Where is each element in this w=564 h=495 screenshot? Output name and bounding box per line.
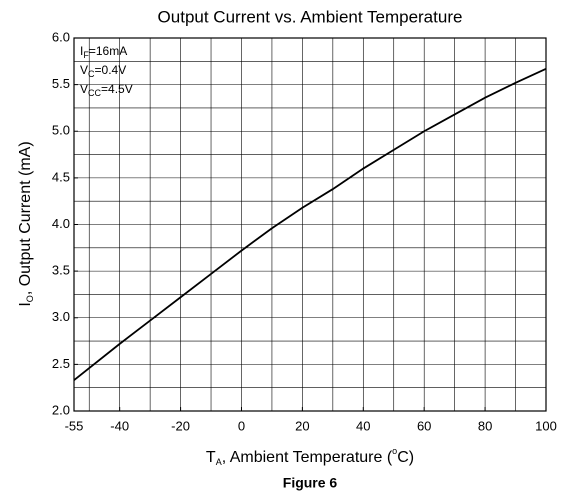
x-tick-label: 40	[356, 418, 370, 433]
x-tick-label: 80	[478, 418, 492, 433]
x-tick-label: -40	[110, 418, 129, 433]
y-tick-label: 5.5	[52, 76, 70, 91]
text-part: , Output Current (mA)	[17, 141, 34, 295]
x-tick-label: 20	[295, 418, 309, 433]
chart-title: Output Current vs. Ambient Temperature	[158, 7, 463, 26]
text-part: C)	[397, 449, 414, 466]
text-part: F	[83, 50, 89, 60]
text-part: =16mA	[89, 44, 127, 58]
x-tick-label: -55	[65, 418, 84, 433]
y-tick-label: 4.5	[52, 169, 70, 184]
line-series	[73, 67, 547, 381]
text-part: =0.4V	[95, 63, 127, 77]
y-tick-label: 4.0	[52, 216, 70, 231]
x-tick-label: 60	[417, 418, 431, 433]
text-part: T	[206, 449, 216, 466]
text-part: V	[80, 63, 88, 77]
caption: Figure 6	[283, 475, 338, 491]
text-part: I	[17, 302, 34, 306]
y-tick-label: 3.0	[52, 309, 70, 324]
text-part: CC	[88, 88, 101, 98]
text-part: C	[88, 69, 95, 79]
x-tick-label: -20	[171, 418, 190, 433]
annotation: IF=16mA	[80, 44, 127, 60]
text-part: I	[80, 44, 83, 58]
text-part: o	[392, 446, 397, 456]
annotation: VCC=4.5V	[80, 82, 133, 98]
y-axis-label: IO, Output Current (mA)	[17, 141, 35, 306]
x-tick-label: 100	[535, 418, 557, 433]
text-part: V	[80, 82, 88, 96]
text-part: O	[25, 295, 35, 302]
text-part: , Ambient Temperature (	[222, 449, 393, 466]
y-tick-label: 3.5	[52, 263, 70, 278]
y-tick-label: 2.5	[52, 356, 70, 371]
y-tick-label: 2.0	[52, 402, 70, 417]
x-tick-label: 0	[238, 418, 245, 433]
y-tick-label: 6.0	[52, 29, 70, 44]
text-part: =4.5V	[101, 82, 133, 96]
x-axis-label: TA, Ambient Temperature (oC)	[206, 446, 414, 467]
y-tick-label: 5.0	[52, 123, 70, 138]
annotation: VC=0.4V	[80, 63, 126, 79]
text-part: A	[216, 457, 222, 467]
